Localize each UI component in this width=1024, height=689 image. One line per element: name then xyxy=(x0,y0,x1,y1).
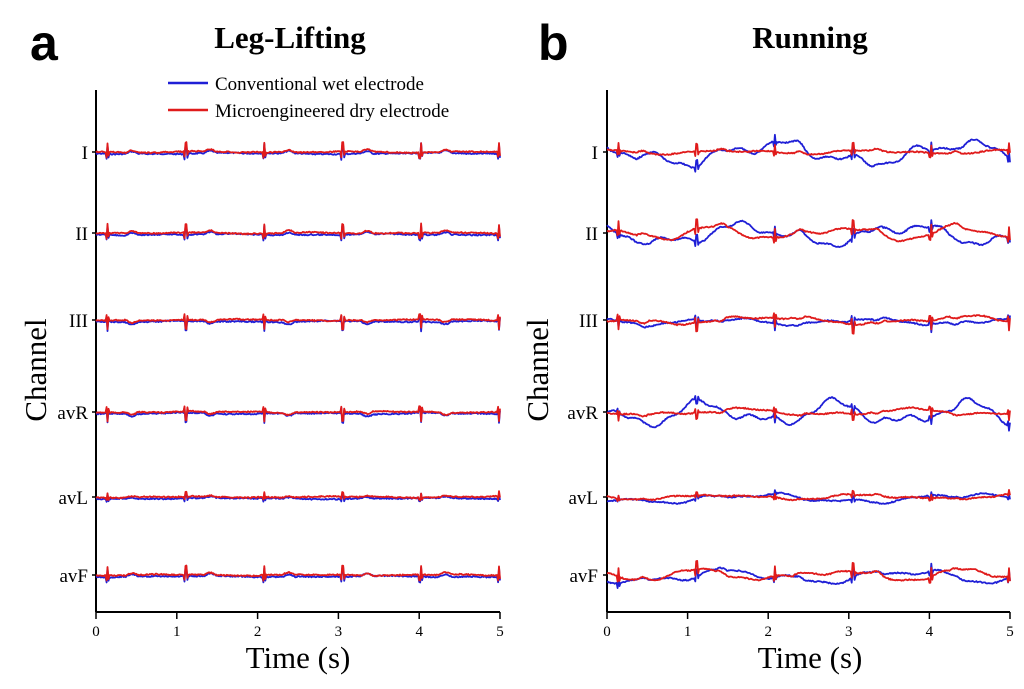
channel-label-avR: avR xyxy=(567,403,598,424)
x-tick-label: 0 xyxy=(92,624,100,640)
trace-dry-avL xyxy=(95,490,501,502)
x-tick-label: 5 xyxy=(1006,624,1014,640)
trace-wet-avL xyxy=(606,489,1011,505)
channel-label-avL: avL xyxy=(58,488,88,509)
trace-dry-avL xyxy=(606,489,1011,502)
x-tick-label: 2 xyxy=(254,624,262,640)
panel-a-letter: a xyxy=(30,15,59,71)
channel-label-avL: avL xyxy=(568,488,598,509)
channel-label-I: I xyxy=(82,143,88,164)
channel-label-III: III xyxy=(579,311,598,332)
x-tick-label: 0 xyxy=(603,624,611,640)
x-tick-label: 4 xyxy=(926,624,934,640)
trace-wet-II xyxy=(606,219,1011,248)
channel-label-III: III xyxy=(69,311,88,332)
panel-a-xlabel: Time (s) xyxy=(246,640,351,675)
trace-dry-avR xyxy=(606,405,1011,422)
legend: Conventional wet electrode Microengineer… xyxy=(168,74,449,122)
trace-dry-avF xyxy=(606,560,1011,584)
trace-wet-III xyxy=(606,314,1011,334)
panel-b-ylabel: Channel xyxy=(520,318,555,421)
trace-wet-III xyxy=(95,314,501,333)
trace-wet-avF xyxy=(95,565,501,584)
x-tick-label: 1 xyxy=(684,624,692,640)
channel-label-avR: avR xyxy=(57,403,88,424)
trace-dry-III xyxy=(95,313,501,331)
trace-dry-avF xyxy=(95,564,501,582)
x-tick-label: 5 xyxy=(496,624,504,640)
x-tick-label: 3 xyxy=(335,624,343,640)
x-tick-label: 4 xyxy=(415,624,423,640)
trace-wet-II xyxy=(95,224,501,242)
trace-dry-II xyxy=(606,218,1011,244)
trace-dry-I xyxy=(606,141,1011,159)
panel-a-title: Leg-Lifting xyxy=(214,20,366,55)
panel-b-letter: b xyxy=(538,15,569,71)
x-tick-label: 2 xyxy=(764,624,772,640)
panel-b-xlabel: Time (s) xyxy=(758,640,863,675)
legend-label-wet: Conventional wet electrode xyxy=(215,74,424,95)
channel-label-avF: avF xyxy=(570,566,599,587)
panel-b-title: Running xyxy=(752,20,868,55)
channel-label-avF: avF xyxy=(60,566,89,587)
trace-dry-III xyxy=(606,312,1011,335)
channel-label-II: II xyxy=(585,224,598,245)
trace-dry-I xyxy=(95,141,501,160)
x-tick-label: 3 xyxy=(845,624,853,640)
trace-dry-avR xyxy=(95,405,501,423)
trace-dry-II xyxy=(95,222,501,240)
x-tick-label: 1 xyxy=(173,624,181,640)
trace-wet-avR xyxy=(95,406,501,424)
panel-a-ylabel: Channel xyxy=(18,318,53,421)
channel-label-I: I xyxy=(592,143,598,164)
channel-label-II: II xyxy=(75,224,88,245)
legend-label-dry: Microengineered dry electrode xyxy=(215,101,449,122)
